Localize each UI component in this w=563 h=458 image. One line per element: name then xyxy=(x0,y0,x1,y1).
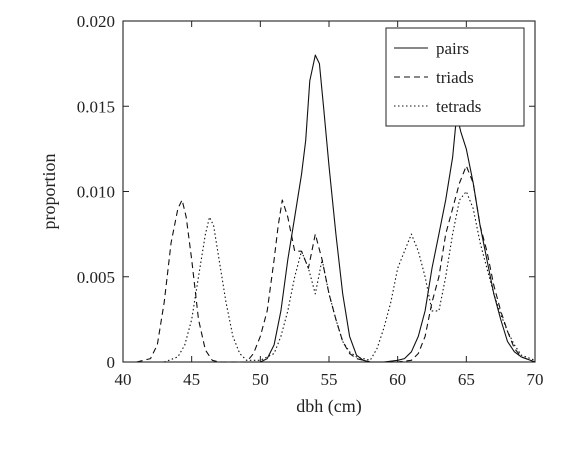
y-axis-title: proportion xyxy=(39,154,59,230)
x-tick-label: 60 xyxy=(389,370,406,389)
legend: pairs triads tetrads xyxy=(385,27,525,127)
series-line-tetrads xyxy=(164,190,536,363)
series-layer xyxy=(136,54,536,363)
series-line-pairs xyxy=(246,54,536,363)
y-tick-label: 0.020 xyxy=(77,12,115,31)
axes: 40 45 50 55 60 65 70 0 0.005 0.010 0.015 0.020 dbh (… xyxy=(39,12,544,417)
x-tick-label: 50 xyxy=(252,370,269,389)
legend-label-pairs: pairs xyxy=(436,39,469,58)
legend-label-tetrads: tetrads xyxy=(436,97,481,116)
series-line-triads xyxy=(136,165,536,363)
x-tick-label: 55 xyxy=(321,370,338,389)
y-tick-label: 0.010 xyxy=(77,183,115,202)
x-tick-label: 45 xyxy=(183,370,200,389)
x-tick-label: 70 xyxy=(527,370,544,389)
x-tick-label: 65 xyxy=(458,370,475,389)
y-tick-label: 0 xyxy=(107,353,116,372)
x-axis-title: dbh (cm) xyxy=(296,396,361,417)
y-tick-label: 0.015 xyxy=(77,97,115,116)
x-tick-label: 40 xyxy=(115,370,132,389)
legend-label-triads: triads xyxy=(436,68,474,87)
y-tick-label: 0.005 xyxy=(77,268,115,287)
